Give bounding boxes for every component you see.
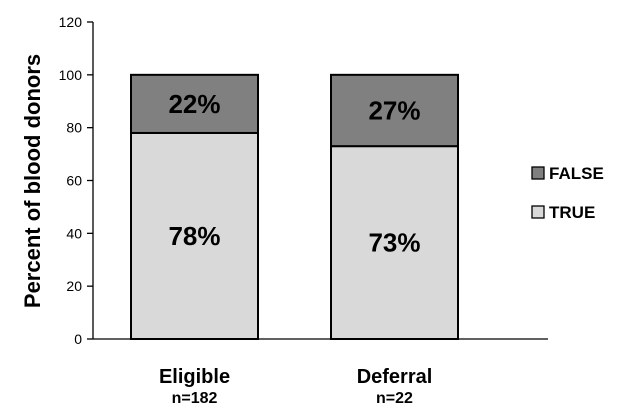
- data-label-true-deferral: 73%: [368, 228, 420, 258]
- legend-swatch-false: [531, 166, 545, 180]
- bars: [130, 73, 459, 340]
- y-tick-label: 40: [66, 225, 82, 241]
- legend: FALSE TRUE: [531, 164, 604, 222]
- category-labels: Eligible n=182 Deferral n=22: [159, 366, 432, 407]
- y-tick-label: 0: [74, 331, 82, 347]
- bar-segment-false-deferral: [330, 73, 459, 148]
- y-tick-label: 20: [66, 278, 82, 294]
- category-count-eligible: n=182: [172, 390, 218, 407]
- data-label-false-deferral: 27%: [368, 95, 420, 125]
- legend-swatch-true: [531, 205, 545, 219]
- y-tick-label: 120: [59, 14, 83, 30]
- category-label-deferral: Deferral: [357, 366, 433, 388]
- data-label-true-eligible: 78%: [168, 221, 220, 251]
- y-tick-label: 60: [66, 173, 82, 189]
- data-label-false-eligible: 22%: [168, 89, 220, 119]
- y-axis-title-group: Percent of blood donors: [20, 54, 45, 308]
- y-tick-label: 80: [66, 120, 82, 136]
- legend-label-false: FALSE: [549, 164, 604, 183]
- legend-label-true: TRUE: [549, 203, 595, 222]
- data-labels: 78% 22% 73% 27%: [168, 89, 420, 258]
- y-axis-label: Percent of blood donors: [20, 54, 45, 308]
- y-tick-label: 100: [59, 67, 83, 83]
- bar-segment-true-eligible: [130, 131, 259, 340]
- bar-segment-true-deferral: [330, 145, 459, 340]
- bar-segment-false-eligible: [130, 73, 259, 134]
- category-label-eligible: Eligible: [159, 366, 230, 388]
- category-count-deferral: n=22: [376, 390, 413, 407]
